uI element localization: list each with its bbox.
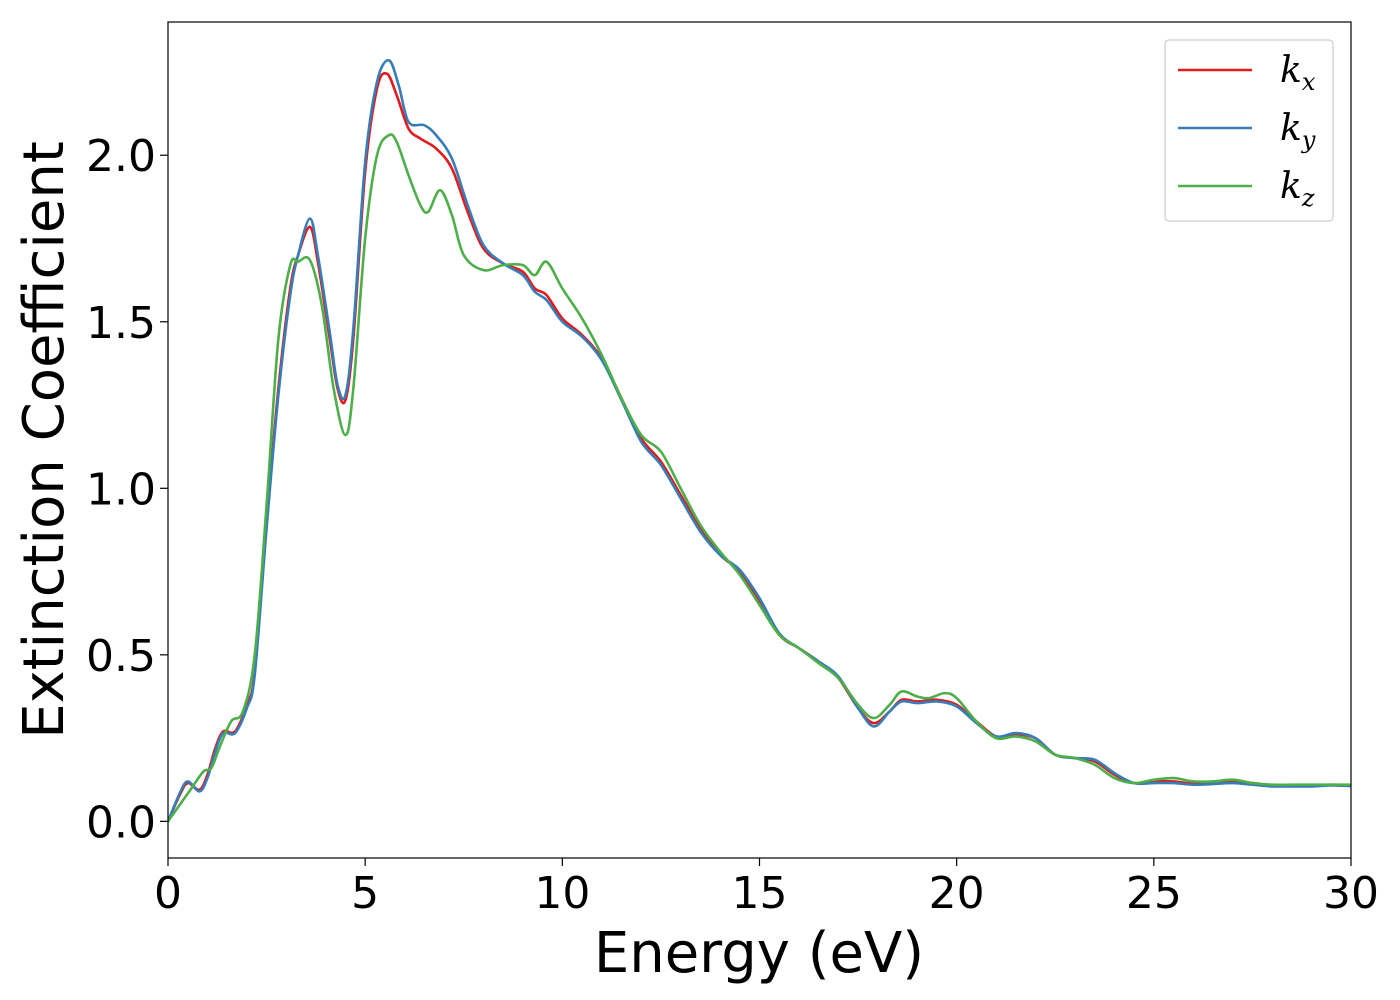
y-axis-ticks: 0.0 0.5 1.0 1.5 2.0 [86, 131, 168, 848]
x-tick-label: 5 [351, 868, 379, 919]
y-tick-label: 0.0 [86, 797, 156, 848]
legend-label-y: ky [1280, 108, 1316, 154]
series-layer [168, 59, 1351, 823]
x-axis-ticks: 0 5 10 15 20 25 30 [154, 858, 1379, 919]
y-axis-label: Extinction Coefficient [12, 141, 77, 739]
x-tick-label: 30 [1323, 868, 1379, 919]
x-tick-label: 0 [154, 868, 182, 919]
legend-label-x: kx [1280, 50, 1316, 96]
y-tick-label: 1.5 [86, 298, 156, 349]
series-line-z [168, 133, 1351, 823]
legend-label-z: kz [1280, 166, 1315, 212]
legend: kx ky kz [1164, 39, 1334, 222]
x-axis-label: Energy (eV) [594, 921, 924, 986]
x-tick-label: 20 [929, 868, 985, 919]
y-tick-label: 2.0 [86, 131, 156, 182]
y-tick-label: 0.5 [86, 631, 156, 682]
y-tick-label: 1.0 [86, 464, 156, 515]
x-tick-label: 25 [1126, 868, 1182, 919]
x-tick-label: 10 [534, 868, 590, 919]
x-tick-label: 15 [732, 868, 788, 919]
legend-box [1164, 39, 1334, 222]
